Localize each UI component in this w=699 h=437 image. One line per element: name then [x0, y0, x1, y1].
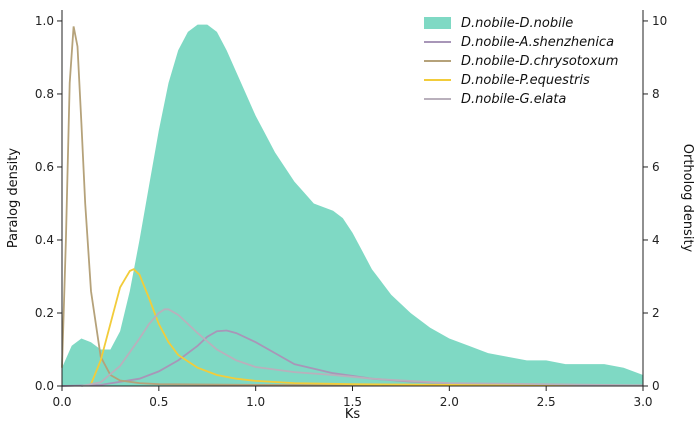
legend: D.nobile-D.nobile D.nobile-A.shenzhenica D… — [424, 16, 618, 107]
legend-entry-label: D.nobile-D.chrysotoxum — [461, 54, 618, 69]
y-right-tick-label: 10 — [652, 14, 667, 28]
legend-swatch — [424, 17, 451, 29]
x-tick-label: 1.0 — [246, 395, 265, 409]
x-tick-label: 1.5 — [343, 395, 362, 409]
ticks-layer: 0.0 0.5 1.0 1.5 2.0 2.5 3.0 0.0 0.2 0.4 0.6 0.8 1.0 0… — [35, 14, 667, 409]
x-tick-label: 0.5 — [149, 395, 168, 409]
y-left-tick-label: 0.0 — [35, 379, 54, 393]
x-tick-label: 0.0 — [52, 395, 71, 409]
y-right-tick-label: 4 — [652, 233, 660, 247]
legend-entry-label: D.nobile-D.nobile — [461, 16, 573, 31]
x-tick-label: 2.5 — [537, 395, 556, 409]
y-right-tick-label: 6 — [652, 160, 660, 174]
y-left-tick-label: 1.0 — [35, 14, 54, 28]
series-line-4 — [81, 308, 644, 387]
series-area-0 — [62, 24, 643, 386]
y-left-tick-label: 0.8 — [35, 87, 54, 101]
y-right-tick-label: 0 — [652, 379, 660, 393]
y-right-tick-label: 2 — [652, 306, 660, 320]
legend-entry-label: D.nobile-P.equestris — [461, 73, 590, 88]
y-left-tick-label: 0.6 — [35, 160, 54, 174]
x-tick-label: 2.0 — [440, 395, 459, 409]
x-axis-label: Ks — [345, 407, 361, 422]
y-axis-label-left: Paralog density — [6, 148, 21, 248]
series-line-2 — [61, 26, 644, 387]
series-layer — [61, 24, 644, 387]
legend-entry-label: D.nobile-G.elata — [461, 92, 566, 107]
series-line-3 — [90, 268, 644, 387]
y-left-tick-label: 0.2 — [35, 306, 54, 320]
y-axis-label-right: Ortholog density — [680, 144, 695, 253]
legend-entry-label: D.nobile-A.shenzhenica — [461, 35, 614, 50]
y-right-tick-label: 8 — [652, 87, 660, 101]
y-left-tick-label: 0.4 — [35, 233, 54, 247]
x-tick-label: 3.0 — [633, 395, 652, 409]
